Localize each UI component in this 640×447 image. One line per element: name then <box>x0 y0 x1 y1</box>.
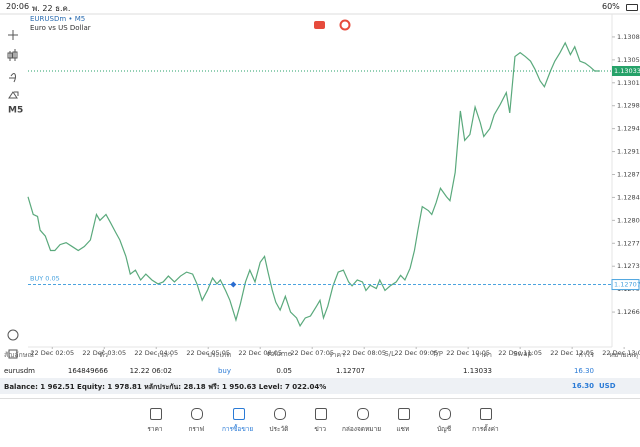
nav-icon[interactable] <box>150 408 162 420</box>
nav-label[interactable]: แชท <box>396 425 410 433</box>
x-tick-label: 22 Dec 04:05 <box>134 349 178 357</box>
chart: M5 EURUSDm • M5 Euro vs US Dollar 1.1266… <box>0 13 640 359</box>
crosshair-icon[interactable] <box>8 30 18 40</box>
nav-icon[interactable] <box>356 408 369 420</box>
cell: 164849666 <box>67 367 108 375</box>
cell: 16.30 <box>573 367 594 375</box>
order-label: BUY 0.05 <box>30 275 60 283</box>
objects-icon[interactable] <box>8 91 19 99</box>
col-header: สัญลักษณ์ <box>4 351 34 359</box>
current-price-tag <box>612 65 640 76</box>
nav-label[interactable]: ข่าว <box>314 425 327 433</box>
x-tick-label: 22 Dec 02:05 <box>30 349 74 357</box>
add-icon[interactable] <box>8 349 18 359</box>
cell: 1.13033 <box>463 367 492 375</box>
nav-label[interactable]: การตั้งค่า <box>472 425 499 433</box>
cell: eurusdm <box>4 367 35 375</box>
col-header: ราคา <box>328 351 345 359</box>
timeframe[interactable]: M5 <box>8 106 23 116</box>
y-tick-label: 1.12875 <box>617 171 640 179</box>
nav-icon[interactable] <box>191 408 204 420</box>
zoom-icon[interactable] <box>7 329 19 341</box>
nav-label[interactable]: กราฟ <box>188 425 205 433</box>
nav-label[interactable]: บัญชี <box>437 425 452 433</box>
cell: buy <box>217 367 231 375</box>
col-header: T/P <box>432 350 443 358</box>
nav-icon[interactable] <box>315 408 328 420</box>
function-icon[interactable] <box>9 73 16 83</box>
cell: 12.22 06:02 <box>129 367 172 375</box>
x-tick-label: 22 Dec 09:05 <box>394 349 438 357</box>
x-tick-label: 22 Dec 05:05 <box>186 349 230 357</box>
cell: 1.12707 <box>336 367 365 375</box>
x-tick-label: 22 Dec 03:05 <box>82 349 126 357</box>
col-header: หมายเหตุ <box>609 351 638 359</box>
indicator-icon[interactable] <box>7 49 18 61</box>
y-tick-label: 1.12805 <box>617 216 640 224</box>
summary-profit: 16.30 <box>571 382 594 390</box>
x-tick-label: 22 Dec 08:05 <box>342 349 386 357</box>
currency: USD <box>599 382 616 390</box>
nav-icon[interactable] <box>273 408 286 420</box>
nav-label[interactable]: ราคา <box>147 425 163 433</box>
y-tick-label: 1.12910 <box>617 148 640 156</box>
y-tick-label: 1.12665 <box>617 308 640 316</box>
symbol: EURUSDm • M5 <box>30 15 85 23</box>
status-date: พ. 22 ธ.ค. <box>32 4 71 13</box>
y-tick-label: 1.12980 <box>617 102 640 110</box>
price-line <box>27 41 600 328</box>
order-tag <box>611 279 640 291</box>
x-tick-label: 22 Dec 11:05 <box>498 349 542 357</box>
summary-bar <box>0 378 640 394</box>
col-header: เวลา <box>157 351 172 359</box>
y-tick-label: 1.13015 <box>617 79 640 87</box>
battery-icon <box>626 4 638 11</box>
current-price-label: 1.13033 <box>614 67 640 75</box>
nav-border <box>0 398 640 399</box>
nav-icon[interactable] <box>480 408 493 420</box>
left-toolbar[interactable] <box>7 30 19 359</box>
trade-marker <box>230 281 237 288</box>
signal-icon[interactable] <box>339 19 351 31</box>
col-header: กำไร <box>578 351 594 359</box>
nav-label[interactable]: ประวัติ <box>269 425 289 433</box>
x-tick-label: 22 Dec 10:05 <box>446 349 490 357</box>
battery: 60% <box>602 2 620 11</box>
y-tick-label: 1.12840 <box>617 193 640 201</box>
x-tick-label: 22 Dec 06:05 <box>238 349 282 357</box>
col-header: Swap <box>513 350 532 358</box>
cell: 0.05 <box>276 367 292 375</box>
description: Euro vs US Dollar <box>30 24 91 32</box>
nav-label[interactable]: การซื้อขาย <box>221 425 254 433</box>
one-click-icon[interactable] <box>314 21 325 29</box>
y-tick-label: 1.13050 <box>617 56 640 64</box>
status-time: 20:06 <box>6 2 30 11</box>
col-header: ประเภท <box>207 351 231 359</box>
nav-icon[interactable] <box>232 408 245 420</box>
y-tick-label: 1.12945 <box>617 125 640 133</box>
col-header: S/L <box>384 350 395 358</box>
x-tick-label: 22 Dec 13:05 <box>602 349 640 357</box>
nav-icon[interactable] <box>439 408 452 420</box>
x-tick-label: 22 Dec 12:05 <box>550 349 594 357</box>
nav-label[interactable]: กล่องจดหมาย <box>341 425 382 433</box>
y-tick-label: 1.12770 <box>617 239 640 247</box>
order-price-label: 1.12707 <box>614 281 640 289</box>
col-header: Volume <box>265 350 292 358</box>
y-tick-label: 1.13085 <box>617 33 640 41</box>
y-tick-label: 1.12735 <box>617 262 640 270</box>
summary: Balance: 1 962.51 Equity: 1 978.81 หลักป… <box>4 383 327 391</box>
col-header: ราคา <box>475 351 492 359</box>
x-tick-label: 22 Dec 07:05 <box>290 349 334 357</box>
col-header: ตั๋ว <box>99 351 108 359</box>
nav-icon[interactable] <box>397 408 410 420</box>
